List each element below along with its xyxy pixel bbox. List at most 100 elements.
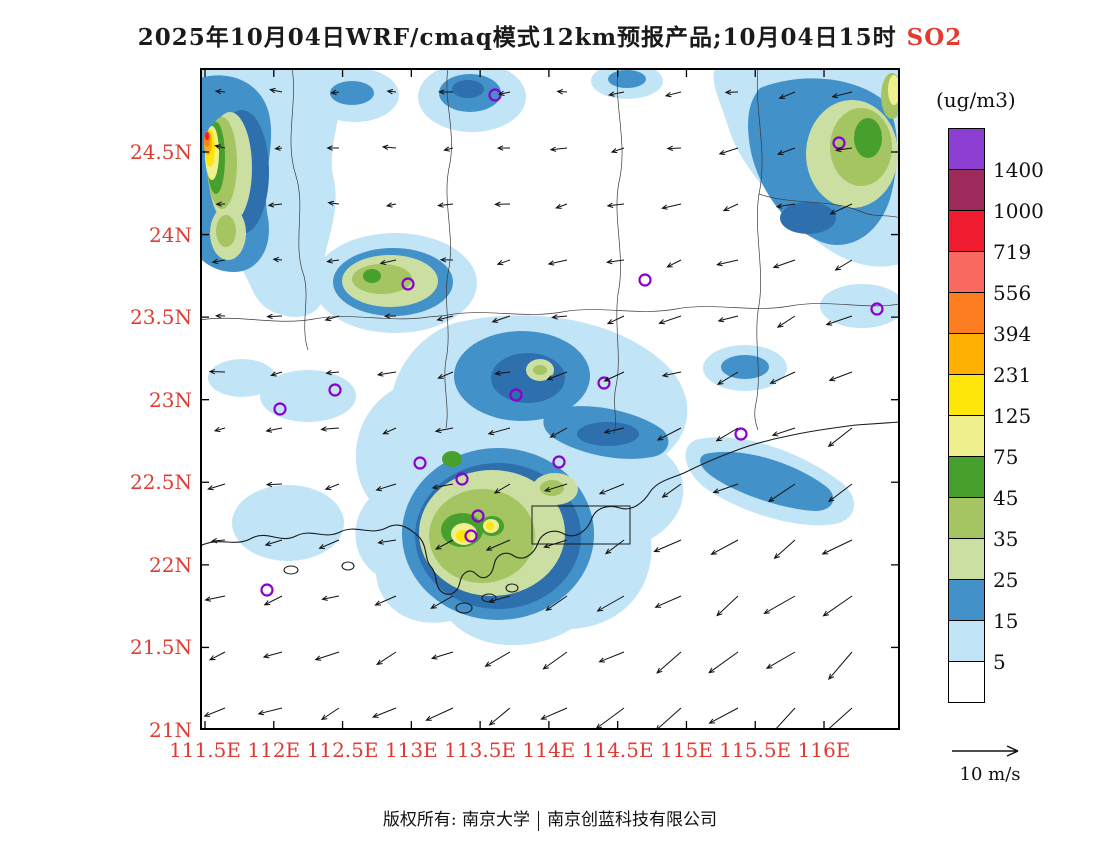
colorbar-level-label: 394 (993, 322, 1032, 346)
x-tick-label: 113.5E (444, 738, 517, 762)
colorbar-block (948, 579, 985, 621)
wind-arrow (314, 651, 340, 661)
wind-arrow (828, 651, 853, 681)
wind-arrow (214, 144, 226, 150)
wind-arrow (549, 146, 568, 152)
wind-arrow (493, 483, 511, 494)
wind-arrow (262, 651, 283, 659)
wind-arrows (203, 87, 853, 738)
y-tick-label: 24N (149, 222, 192, 247)
station-marker (734, 427, 748, 441)
wind-arrow (320, 426, 340, 432)
wind-arrow (320, 707, 340, 721)
wind-arrow (497, 90, 511, 96)
station-marker (328, 383, 342, 397)
station-marker (638, 273, 652, 287)
station-marker (509, 388, 523, 402)
wind-arrow (716, 259, 739, 267)
map-canvas (199, 62, 904, 738)
wind-arrow (265, 427, 283, 433)
wind-arrow (204, 595, 226, 602)
wind-reference-legend: 10 m/s (948, 740, 1032, 786)
wind-arrow (543, 483, 568, 492)
wind-arrow (208, 651, 226, 661)
station-marker (455, 472, 469, 486)
wind-arrow (381, 144, 397, 150)
colorbar-level-label: 5 (993, 650, 1006, 674)
colorbar-block (948, 620, 985, 662)
station-marker (273, 402, 287, 416)
wind-arrow (327, 200, 340, 206)
wind-arrow (437, 371, 454, 379)
wind-arrow (430, 595, 454, 609)
wind-arrow (821, 539, 853, 555)
station-marker (552, 455, 566, 469)
wind-arrow (371, 707, 397, 718)
colorbar-block (948, 538, 985, 580)
wind-arrow (710, 539, 739, 555)
inner-domain-box (531, 505, 631, 545)
wind-arrow (724, 89, 739, 95)
wind-arrow (661, 371, 682, 378)
y-tick-label: 23N (149, 387, 192, 412)
x-tick-label: 114E (522, 738, 576, 762)
wind-arrow (606, 315, 625, 325)
wind-arrow (436, 315, 454, 322)
wind-arrow (773, 539, 796, 560)
wind-arrow (825, 315, 853, 326)
wind-arrow (716, 371, 739, 385)
x-tick-label: 111.5E (169, 738, 241, 762)
wind-arrow (767, 483, 796, 503)
wind-arrow (604, 539, 625, 555)
wind-arrow (438, 89, 454, 95)
wind-arrow (213, 426, 226, 433)
wind-arrow (546, 371, 568, 381)
wind-arrow (376, 371, 397, 377)
colorbar-block (948, 333, 985, 375)
colorbar-block (948, 251, 985, 293)
wind-arrow (664, 91, 682, 98)
x-tick-label: 116E (797, 738, 851, 762)
wind-arrow (712, 483, 739, 494)
colorbar-block (948, 169, 985, 211)
footer-left: 版权所有: 南京大学 (382, 810, 531, 830)
wind-reference-label: 10 m/s (959, 764, 1021, 785)
wind-arrow (658, 315, 682, 325)
wind-arrow (270, 371, 283, 377)
wind-arrow (494, 370, 511, 376)
wind-arrow (661, 483, 682, 498)
colorbar-block (948, 292, 985, 334)
wind-arrow (265, 481, 283, 488)
wind-arrow (666, 145, 682, 152)
wind-arrow (834, 259, 853, 271)
station-marker (464, 529, 478, 543)
wind-arrow (215, 201, 226, 207)
wind-arrow (434, 539, 454, 550)
wind-arrow (272, 256, 283, 263)
wind-arrow (263, 595, 283, 606)
wind-arrow (379, 259, 397, 265)
wind-arrow (765, 651, 796, 669)
wind-arrow (708, 707, 739, 724)
wind-arrow (487, 427, 511, 436)
y-tick-label: 21.5N (129, 635, 192, 660)
y-tick-label: 22N (149, 552, 192, 577)
colorbar-block (948, 415, 985, 457)
wind-arrow (776, 315, 796, 328)
wind-arrow (377, 539, 397, 545)
wind-arrow (487, 595, 511, 604)
wind-arrow (386, 88, 397, 95)
colorbar-level-label: 35 (993, 527, 1019, 551)
wind-arrow (555, 203, 568, 209)
wind-arrow (484, 651, 511, 667)
colorbar-level-label: 231 (993, 363, 1032, 387)
wind-arrow (496, 259, 511, 266)
colorbar-level-label: 45 (993, 486, 1019, 510)
wind-arrow (543, 539, 568, 549)
wind-arrow (540, 707, 568, 720)
wind-arrow (718, 147, 739, 155)
wind-arrow (434, 427, 454, 434)
wind-arrow (829, 203, 853, 215)
geo-boundaries (199, 67, 901, 614)
wind-arrow (547, 259, 568, 266)
